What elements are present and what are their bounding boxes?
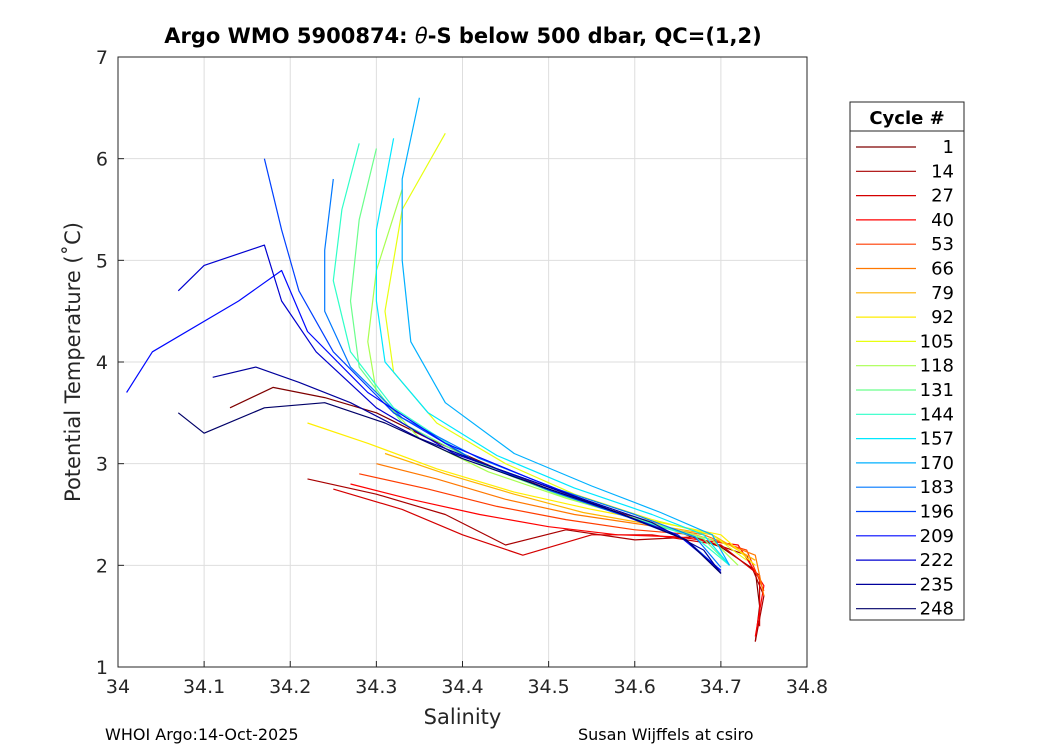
title-theta: θ	[414, 24, 428, 48]
y-tick-label: 5	[96, 250, 108, 272]
axes-box	[117, 56, 808, 668]
x-tick-label: 34.5	[527, 676, 569, 698]
x-tick-label: 34	[106, 676, 130, 698]
title-suffix: -S below 500 dbar, QC=(1,2)	[427, 24, 762, 48]
legend-entry-label: 66	[931, 259, 954, 280]
legend-entry-label: 196	[920, 502, 954, 523]
x-tick-label: 34.3	[355, 676, 397, 698]
legend-entry-label: 79	[931, 283, 954, 304]
x-tick-label: 34.8	[786, 676, 828, 698]
legend-entry-label: 1	[943, 137, 954, 158]
series-line-248	[177, 402, 722, 574]
footer-left: WHOI Argo:14-Oct-2025	[105, 725, 299, 744]
y-tick-label: 4	[96, 352, 108, 374]
y-tick-label: 6	[96, 149, 108, 171]
chart-title: Argo WMO 5900874: θ-S below 500 dbar, QC…	[118, 24, 808, 48]
series-line-170	[401, 97, 731, 566]
title-prefix: Argo WMO 5900874:	[164, 24, 415, 48]
series-line-53	[359, 473, 765, 592]
y-tick-label: 7	[96, 47, 108, 69]
x-axis-label: Salinity	[424, 705, 502, 729]
legend-entry-label: 183	[920, 477, 954, 498]
x-tick-label: 34.1	[183, 676, 225, 698]
x-tick-label: 34.7	[700, 676, 742, 698]
x-tick-label: 34.4	[441, 676, 483, 698]
x-tick-label: 34.2	[269, 676, 311, 698]
legend-entry-label: 131	[920, 380, 954, 401]
legend-entry-label: 27	[931, 186, 954, 207]
legend-entry-label: 144	[920, 404, 954, 425]
footer-right: Susan Wijffels at csiro	[578, 725, 754, 744]
legend-entry-label: 235	[920, 574, 954, 595]
legend-entry-label: 92	[931, 307, 954, 328]
legend-entry-label: 222	[920, 550, 954, 571]
legend-entry-label: 105	[920, 331, 954, 352]
legend-entry-label: 209	[920, 526, 954, 547]
y-axis-label: Potential Temperature (˚C)	[61, 222, 85, 502]
y-tick-label: 2	[96, 555, 108, 577]
legend-entry-label: 157	[920, 429, 954, 450]
legend-title: Cycle #	[869, 108, 944, 129]
legend-entry-label: 14	[931, 161, 954, 182]
legend-box	[849, 101, 965, 621]
y-tick-label: 1	[96, 657, 108, 679]
legend-entry-label: 53	[931, 234, 954, 255]
y-tick-label: 3	[96, 454, 108, 476]
legend-entry-label: 248	[920, 599, 954, 620]
legend-entry-label: 118	[920, 356, 954, 377]
legend-entry-label: 40	[931, 210, 954, 231]
series-line-27	[333, 488, 761, 627]
series-line-92	[307, 422, 756, 566]
x-tick-label: 34.6	[614, 676, 656, 698]
series-line-105	[384, 133, 748, 561]
series-line-157	[375, 138, 730, 566]
legend-entry-label: 170	[920, 453, 954, 474]
series-line-40	[350, 483, 765, 637]
series-line-66	[376, 463, 765, 596]
series-line-183	[324, 178, 722, 568]
